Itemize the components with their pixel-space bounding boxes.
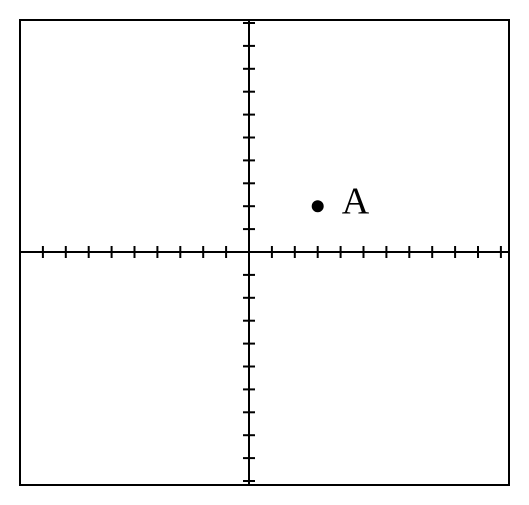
point-label-A: A [342,181,370,223]
chart-canvas: A [0,0,529,505]
coordinate-plane-chart: A [0,0,529,505]
point-A [312,200,324,212]
